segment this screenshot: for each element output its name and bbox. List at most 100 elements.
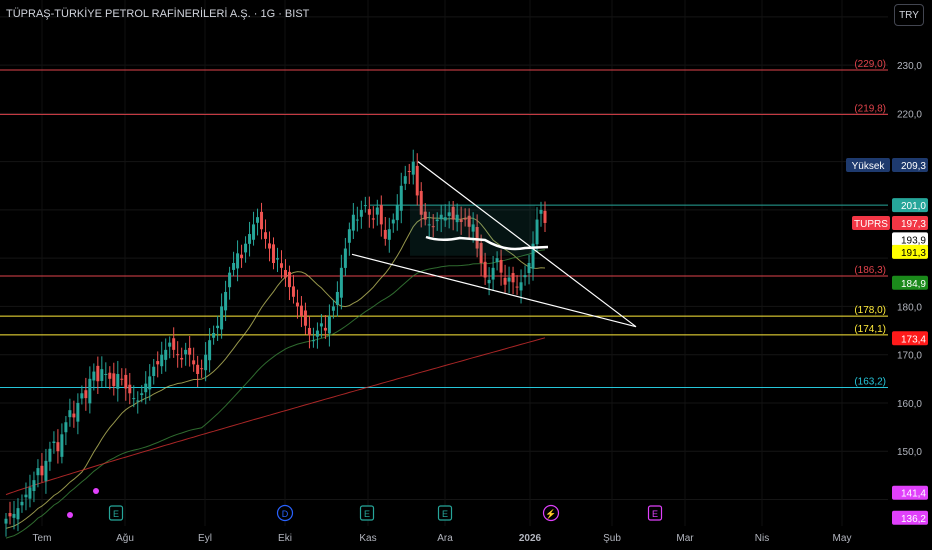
candle-body (188, 347, 192, 355)
candle-body (236, 253, 240, 269)
candle-body (291, 286, 295, 297)
price-badge-value: 136,2 (901, 514, 926, 525)
candle-body (495, 258, 499, 263)
candle-body (44, 460, 48, 481)
candle-body (172, 338, 176, 350)
currency-button[interactable]: TRY (894, 4, 924, 26)
price-badge-value: 201,0 (901, 201, 926, 212)
candle (287, 265, 291, 301)
event-marker-icon[interactable]: ⚡ (542, 504, 560, 522)
candle-body (4, 518, 8, 524)
candle (84, 377, 88, 411)
candle-body (419, 191, 423, 215)
candle (363, 196, 367, 213)
candle (431, 214, 435, 238)
candle (16, 498, 20, 532)
candle-body (319, 323, 323, 327)
candle (423, 202, 427, 226)
candle (8, 501, 12, 525)
candle (252, 211, 256, 246)
candle (323, 315, 327, 339)
candle-body (447, 212, 451, 216)
candle (24, 482, 28, 511)
event-marker-icon[interactable]: E (647, 505, 663, 521)
candle (76, 393, 80, 435)
price-badge-bg (892, 158, 928, 173)
candle (116, 360, 120, 402)
price-badge: 197,3 TUPRS (852, 215, 928, 230)
candle-body (168, 342, 172, 347)
candle (268, 231, 272, 262)
candle-body (144, 383, 148, 393)
candle-body (80, 393, 84, 399)
candle (112, 362, 116, 396)
price-badge: 193,9 (892, 232, 928, 247)
candle (471, 212, 475, 243)
candle-body (383, 229, 387, 239)
candle (128, 372, 132, 405)
time-tick-label: Eyl (198, 533, 212, 544)
candle-body (116, 373, 120, 389)
candle-body (311, 340, 315, 342)
candle (507, 266, 511, 294)
candle-body (192, 360, 196, 365)
candle-body (315, 330, 319, 337)
candle (124, 368, 128, 401)
candle-body (543, 210, 547, 223)
candle-body (240, 254, 244, 259)
price-tick-label: 150,0 (897, 447, 922, 458)
candle (331, 299, 335, 319)
time-tick-label: Nis (755, 533, 769, 544)
candle (279, 250, 283, 279)
event-marker-shape (542, 504, 560, 522)
event-marker-icon[interactable]: E (437, 505, 453, 521)
candle (140, 385, 144, 403)
candle-body (463, 218, 467, 220)
price-badge-tag: Yüksek (852, 161, 886, 172)
candle (160, 341, 164, 374)
level-label: (163,2) (854, 377, 886, 388)
price-badge: 141,4 (892, 485, 928, 500)
candle (20, 494, 24, 513)
candle (132, 385, 136, 408)
event-marker-symbol: ⚡ (545, 508, 556, 520)
horizontal-levels: (229,0) (219,8) (186,3) (178,0) (174,1) (163,… (0, 59, 888, 389)
candle-body (503, 277, 507, 285)
candle (283, 259, 287, 287)
candle (543, 201, 547, 232)
candle (275, 247, 279, 273)
candle (459, 206, 463, 235)
candle-body (459, 219, 463, 222)
candle-body (519, 282, 523, 291)
level-label: (229,0) (854, 59, 886, 70)
candle (503, 264, 507, 293)
candle-body (391, 219, 395, 224)
candle (92, 363, 96, 391)
candle (515, 275, 519, 295)
candle (291, 274, 295, 304)
price-badge: 173,4 (892, 331, 928, 346)
candle-body (535, 219, 539, 245)
candle-body (244, 243, 248, 253)
event-marker-icon[interactable]: D (276, 504, 294, 522)
candle (355, 206, 359, 232)
candle (144, 371, 148, 405)
candle (395, 194, 399, 231)
candle-body (220, 306, 224, 330)
candle (303, 302, 307, 335)
candle-body (403, 176, 407, 184)
event-marker-icon[interactable]: E (108, 505, 124, 521)
candle-body (164, 349, 168, 360)
candle (104, 362, 108, 388)
candle (327, 304, 331, 347)
candle-body (232, 263, 236, 270)
time-tick-label: Eki (278, 533, 292, 544)
event-marker-icon[interactable]: E (359, 505, 375, 521)
candle (383, 217, 387, 246)
candle (403, 165, 407, 191)
candle-body (20, 501, 24, 506)
candle-body (64, 422, 68, 433)
price-badge-bg (892, 485, 928, 500)
